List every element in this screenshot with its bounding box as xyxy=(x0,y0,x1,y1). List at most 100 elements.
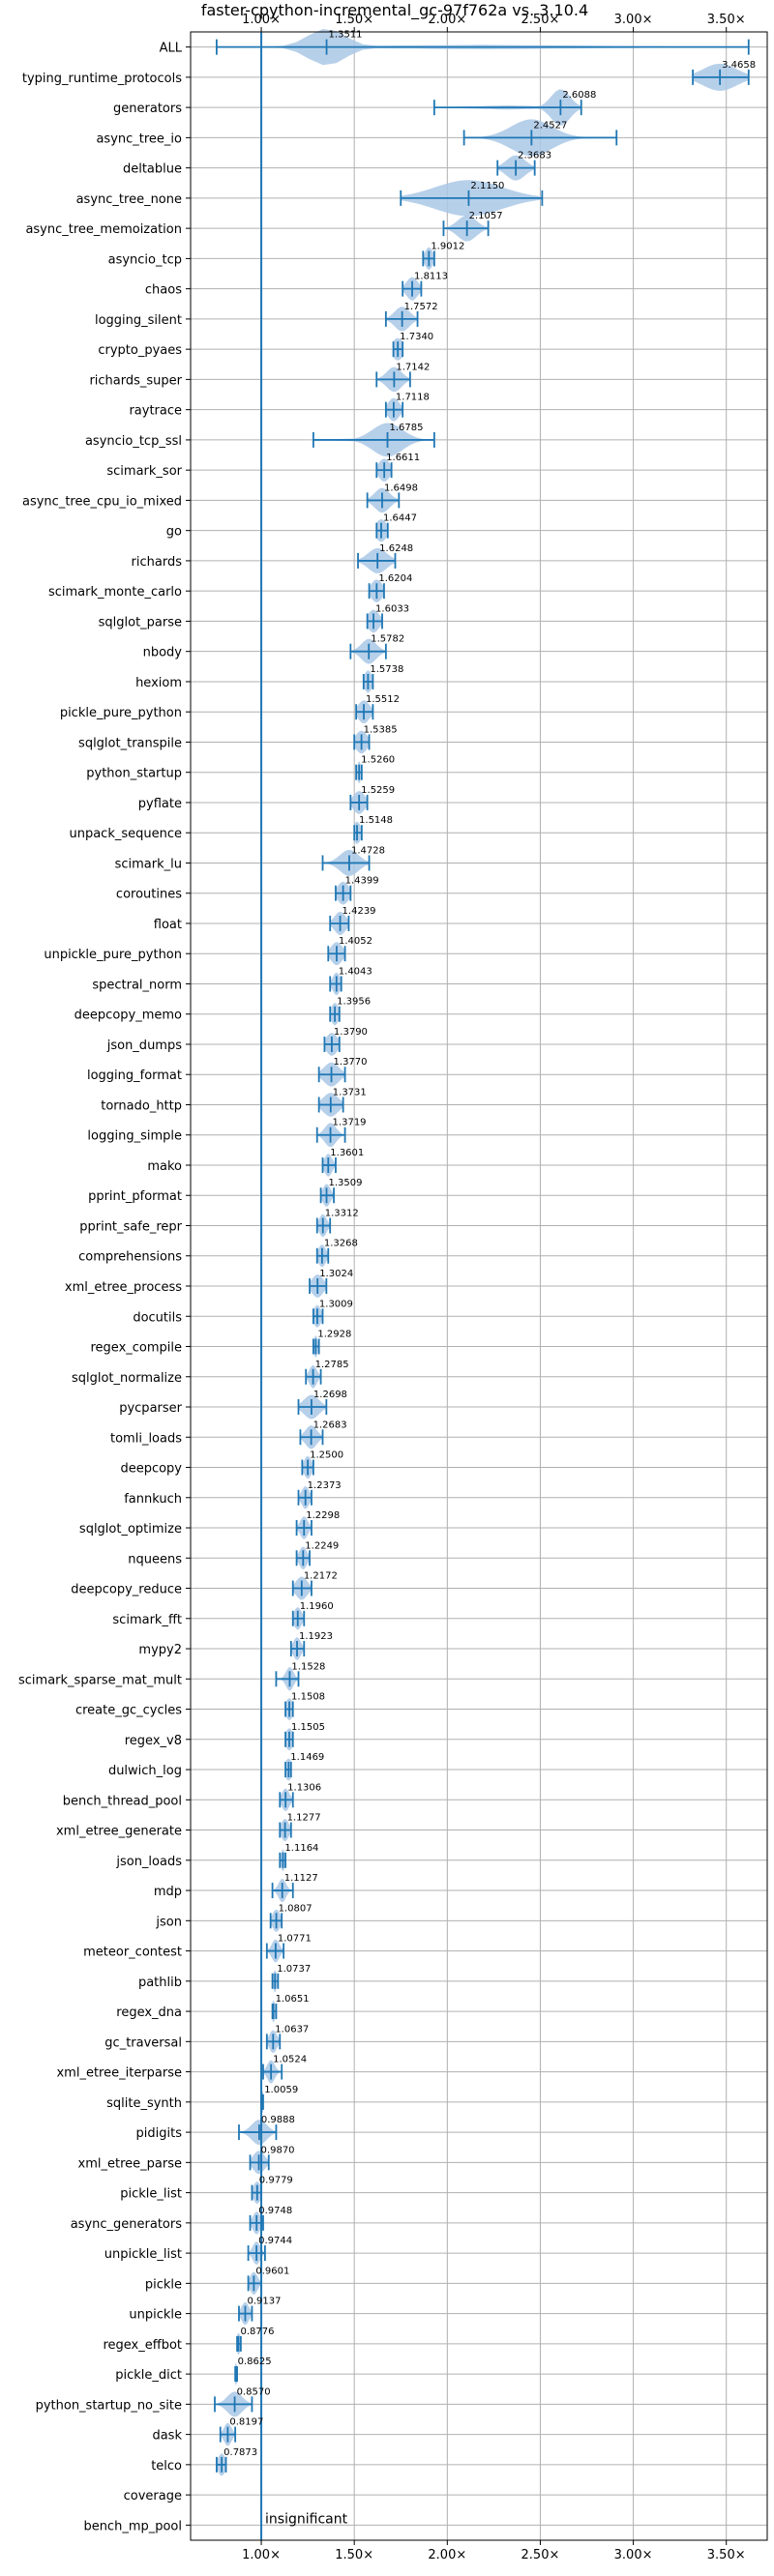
y-tick-label: docutils xyxy=(133,1310,182,1325)
value-label: 1.7340 xyxy=(400,332,433,342)
value-label: 2.1057 xyxy=(469,211,503,221)
y-tick-label: pickle xyxy=(145,2277,182,2292)
y-tick-label: python_startup_no_site xyxy=(36,2398,182,2413)
value-label: 0.8570 xyxy=(237,2386,271,2397)
y-tick-label: unpickle_list xyxy=(104,2247,182,2262)
value-label: 0.7873 xyxy=(223,2447,257,2458)
value-label: 1.5385 xyxy=(364,724,398,735)
y-tick-label: deepcopy_reduce xyxy=(71,1583,182,1597)
y-tick-label: mdp xyxy=(154,1885,182,1899)
y-tick-label: scimark_sparse_mat_mult xyxy=(18,1673,182,1687)
value-label: 1.8113 xyxy=(414,272,448,282)
value-label: 1.3024 xyxy=(319,1269,353,1279)
value-label: 1.6785 xyxy=(390,423,424,433)
value-label: 1.3509 xyxy=(329,1178,363,1188)
chart-title: faster-cpython-incremental_gc-97f762a vs… xyxy=(201,1,588,20)
value-label: 0.9888 xyxy=(261,2115,295,2125)
value-label: 1.2298 xyxy=(306,1510,340,1521)
x-tick-label-bottom: 2.50× xyxy=(521,2548,560,2562)
value-label: 1.3511 xyxy=(329,30,363,41)
insignificant-annotation: insignificant xyxy=(265,2511,348,2527)
y-tick-label: gc_traversal xyxy=(104,2035,182,2050)
y-tick-label: float xyxy=(154,918,182,932)
value-label: 0.9779 xyxy=(259,2176,293,2186)
value-label: 1.0771 xyxy=(278,1934,312,1945)
value-label: 0.9601 xyxy=(255,2266,289,2276)
y-tick-label: hexiom xyxy=(135,676,182,690)
y-tick-label: logging_simple xyxy=(87,1129,182,1144)
value-label: 1.4052 xyxy=(339,936,372,947)
y-tick-label: generators xyxy=(113,102,182,116)
y-tick-label: nqueens xyxy=(128,1552,182,1566)
y-tick-label: async_tree_io xyxy=(96,132,182,146)
x-tick-label-bottom: 1.50× xyxy=(335,2548,373,2562)
value-label: 1.2500 xyxy=(310,1450,343,1461)
value-label: 1.5148 xyxy=(359,815,393,826)
value-label: 1.2928 xyxy=(317,1330,351,1340)
y-tick-label: async_tree_cpu_io_mixed xyxy=(22,494,182,509)
value-label: 0.9748 xyxy=(258,2206,292,2216)
value-label: 1.6447 xyxy=(383,513,417,524)
violins xyxy=(214,29,750,2476)
value-label: 0.9744 xyxy=(258,2236,292,2246)
y-tick-label: mypy2 xyxy=(138,1643,182,1657)
y-tick-label: scimark_sor xyxy=(106,464,182,479)
y-tick-label: dulwich_log xyxy=(108,1764,182,1778)
plot-frame xyxy=(190,31,768,2541)
value-label: 1.1164 xyxy=(284,1843,318,1854)
x-tick-label-top: 1.50× xyxy=(335,13,373,27)
y-tick-label: sqlglot_normalize xyxy=(72,1371,182,1386)
value-label: 1.7142 xyxy=(396,362,430,372)
value-label: 1.1306 xyxy=(287,1782,321,1793)
y-tick-label: deepcopy_memo xyxy=(74,1009,182,1023)
value-label: 1.3956 xyxy=(337,997,371,1008)
value-label: 0.8776 xyxy=(241,2327,275,2337)
value-label: 1.6033 xyxy=(375,603,409,614)
value-label: 1.5512 xyxy=(366,694,400,705)
value-label: 1.5782 xyxy=(371,634,404,645)
y-tick-label: deltablue xyxy=(123,162,182,177)
value-label: 2.3683 xyxy=(518,151,551,161)
value-label: 1.4728 xyxy=(351,845,385,856)
y-tick-label: sqlglot_parse xyxy=(99,615,182,629)
y-tick-label: asyncio_tcp xyxy=(108,252,182,267)
value-label: 1.3719 xyxy=(333,1118,367,1128)
y-tick-label: pickle_pure_python xyxy=(60,706,182,720)
value-label: 1.1508 xyxy=(291,1692,325,1703)
value-label: 1.7118 xyxy=(396,393,430,403)
value-label: 1.9012 xyxy=(431,241,464,251)
y-tick-label: create_gc_cycles xyxy=(75,1704,182,1718)
y-tick-label: pickle_dict xyxy=(115,2368,182,2383)
y-tick-label: asyncio_tcp_ssl xyxy=(85,434,182,449)
y-tick-label: pprint_safe_repr xyxy=(79,1219,182,1234)
value-label: 0.9870 xyxy=(261,2145,295,2155)
value-label: 1.0807 xyxy=(279,1903,313,1914)
y-tick-label: scimark_lu xyxy=(115,857,182,871)
y-tick-label: coverage xyxy=(124,2489,182,2503)
y-tick-label: xml_etree_generate xyxy=(56,1825,182,1839)
value-label: 1.2373 xyxy=(308,1480,342,1491)
x-tick-label-bottom: 2.00× xyxy=(428,2548,466,2562)
y-tick-label: typing_runtime_protocols xyxy=(22,72,182,86)
y-tick-label: scimark_monte_carlo xyxy=(48,585,182,600)
y-tick-label: logging_format xyxy=(87,1068,182,1083)
y-tick-label: mako xyxy=(147,1159,182,1174)
value-label: 3.4658 xyxy=(722,60,756,71)
y-tick-label: bench_thread_pool xyxy=(63,1794,182,1808)
y-tick-label: regex_v8 xyxy=(125,1734,182,1748)
value-label: 1.2249 xyxy=(305,1540,339,1551)
value-label: 1.1127 xyxy=(284,1873,318,1884)
y-tick-label: xml_etree_iterparse xyxy=(56,2066,182,2081)
y-tick-label: python_startup xyxy=(86,767,182,781)
y-tick-label: async_tree_memoization xyxy=(25,222,182,237)
y-tick-label: go xyxy=(166,525,182,540)
value-label: 1.3731 xyxy=(333,1087,367,1098)
x-tick-label-bottom: 1.00× xyxy=(242,2548,281,2562)
y-tick-label: fannkuch xyxy=(124,1492,182,1507)
value-label: 1.4399 xyxy=(345,876,379,887)
value-label: 1.5260 xyxy=(361,755,395,766)
x-tick-label-top: 2.00× xyxy=(428,13,466,27)
y-tick-label: sqlite_synth xyxy=(106,2096,182,2111)
y-tick-label: chaos xyxy=(145,283,182,298)
value-label: 1.7572 xyxy=(404,302,438,312)
